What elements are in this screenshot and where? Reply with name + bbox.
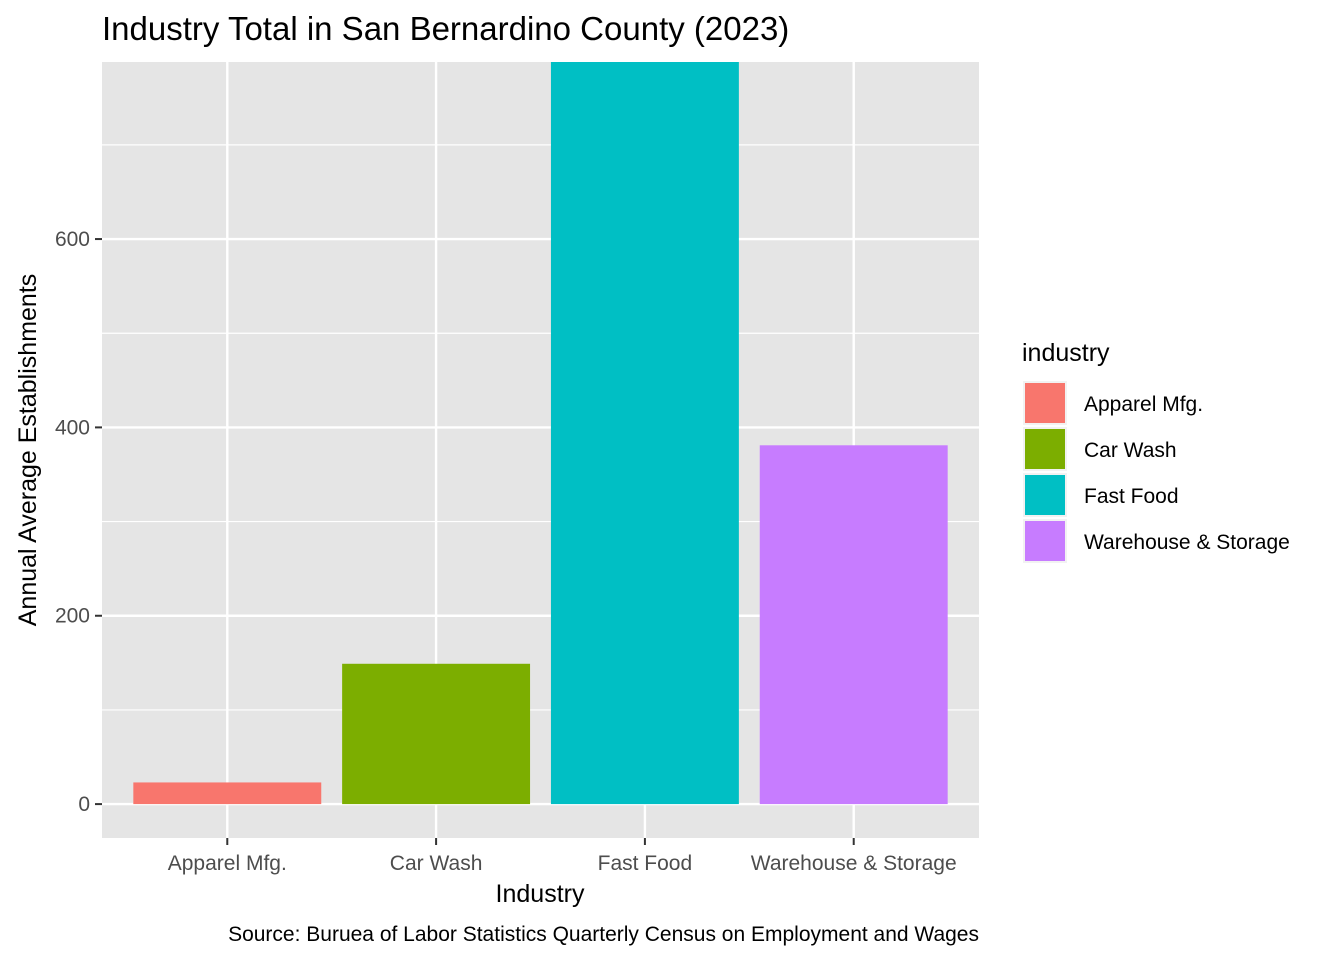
x-tick-label: Car Wash	[390, 852, 483, 875]
legend-swatch	[1025, 475, 1065, 515]
y-axis: 0 200 400 600	[55, 228, 102, 816]
legend-label: Warehouse & Storage	[1084, 531, 1290, 554]
legend-swatch	[1025, 521, 1065, 561]
legend-swatch	[1025, 429, 1065, 469]
legend-title: industry	[1022, 339, 1110, 367]
y-tick-label: 400	[55, 416, 90, 439]
y-tick-label: 0	[78, 793, 90, 816]
y-axis-title: Annual Average Establishments	[14, 274, 42, 627]
x-axis-title: Industry	[496, 880, 585, 908]
legend-label: Fast Food	[1084, 485, 1179, 508]
y-tick-label: 200	[55, 605, 90, 628]
bar	[342, 663, 531, 805]
legend: industry Apparel Mfg. Car Wash Fast Food Wa…	[1022, 339, 1290, 563]
bar	[759, 445, 948, 805]
x-tick-label: Fast Food	[598, 852, 693, 875]
bar	[550, 62, 739, 805]
bar	[133, 782, 322, 805]
x-axis: Apparel Mfg. Car Wash Fast Food Warehouse &…	[168, 838, 957, 875]
legend-label: Car Wash	[1084, 439, 1177, 462]
legend-label: Apparel Mfg.	[1084, 393, 1203, 416]
x-tick-label: Apparel Mfg.	[168, 852, 287, 875]
x-tick-label: Warehouse & Storage	[751, 852, 957, 875]
source-caption: Source: Buruea of Labor Statistics Quart…	[228, 923, 979, 946]
chart-title: Industry Total in San Bernardino County …	[102, 10, 789, 47]
legend-swatch	[1025, 383, 1065, 423]
bars	[133, 62, 948, 805]
y-tick-label: 600	[55, 228, 90, 251]
